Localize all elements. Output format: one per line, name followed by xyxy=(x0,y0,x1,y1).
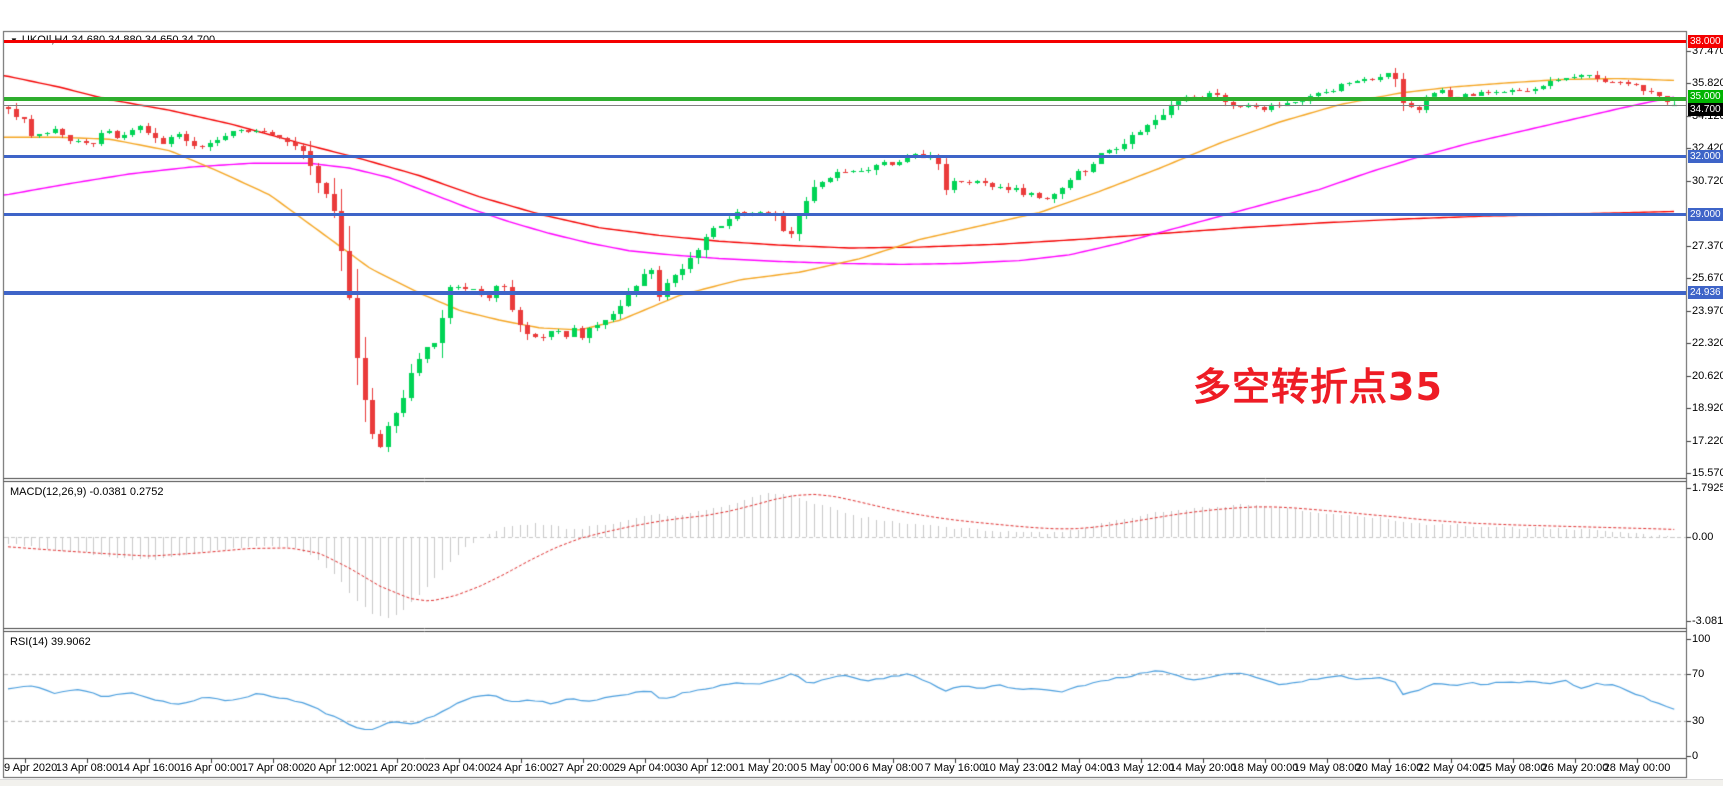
time-tick-1-May-20-00: 1 May 20:00 xyxy=(738,762,800,774)
current-price-badge: 34.700 xyxy=(1688,103,1723,116)
rsi-tick-0: 0 xyxy=(1692,750,1699,762)
horizontal-level-line-32.000[interactable] xyxy=(4,155,1686,158)
rsi-tick-30: 30 xyxy=(1692,715,1705,727)
price-tick-18.920: 18.920 xyxy=(1692,402,1723,414)
status-bar xyxy=(0,779,1723,786)
horizontal-level-line-35.000[interactable] xyxy=(4,97,1686,101)
price-level-badge-24.936: 24.936 xyxy=(1688,286,1723,299)
time-tick-19-May-08-00: 19 May 08:00 xyxy=(1293,762,1361,774)
macd-label: MACD(12,26,9) -0.0381 0.2752 xyxy=(10,486,164,498)
time-tick-27-Apr-20-00: 27 Apr 20:00 xyxy=(551,762,615,774)
time-tick-29-Apr-04-00: 29 Apr 04:00 xyxy=(613,762,677,774)
chart-annotation-text: 多空转折点35 xyxy=(1193,365,1443,409)
price-tick-37.470: 37.470 xyxy=(1692,45,1723,57)
time-tick-24-Apr-16-00: 24 Apr 16:00 xyxy=(489,762,553,774)
time-tick-23-Apr-04-00: 23 Apr 04:00 xyxy=(427,762,491,774)
time-tick-18-May-00-00: 18 May 00:00 xyxy=(1231,762,1299,774)
price-tick-17.220: 17.220 xyxy=(1692,435,1723,447)
time-tick-16-Apr-00-00: 16 Apr 00:00 xyxy=(179,762,243,774)
time-tick-25-May-08-00: 25 May 08:00 xyxy=(1479,762,1547,774)
price-tick-35.820: 35.820 xyxy=(1692,77,1723,89)
price-level-badge-32.000: 32.000 xyxy=(1688,150,1723,163)
price-level-badge-29.000: 29.000 xyxy=(1688,208,1723,221)
time-tick-22-May-04-00: 22 May 04:00 xyxy=(1417,762,1485,774)
price-tick-25.670: 25.670 xyxy=(1692,272,1723,284)
rsi-tick-100: 100 xyxy=(1692,633,1711,645)
horizontal-level-line-38.000[interactable] xyxy=(4,40,1686,43)
time-tick-6-May-08-00: 6 May 08:00 xyxy=(862,762,924,774)
time-tick-20-Apr-12-00: 20 Apr 12:00 xyxy=(303,762,367,774)
time-tick-9-Apr-2020: 9 Apr 2020 xyxy=(4,762,58,774)
rsi-tick-70: 70 xyxy=(1692,668,1705,680)
price-tick-22.320: 22.320 xyxy=(1692,337,1723,349)
time-tick-12-May-04-00: 12 May 04:00 xyxy=(1045,762,1113,774)
time-tick-26-May-20-00: 26 May 20:00 xyxy=(1541,762,1609,774)
macd-tick-1.7925: 1.7925 xyxy=(1692,482,1723,494)
price-tick-20.620: 20.620 xyxy=(1692,370,1723,382)
time-tick-13-May-12-00: 13 May 12:00 xyxy=(1107,762,1175,774)
rsi-label: RSI(14) 39.9062 xyxy=(10,636,91,648)
time-tick-17-Apr-08-00: 17 Apr 08:00 xyxy=(241,762,305,774)
time-tick-30-Apr-12-00: 30 Apr 12:00 xyxy=(675,762,739,774)
time-tick-7-May-16-00: 7 May 16:00 xyxy=(924,762,986,774)
price-tick-15.570: 15.570 xyxy=(1692,467,1723,479)
time-tick-14-May-20-00: 14 May 20:00 xyxy=(1169,762,1237,774)
price-tick-27.370: 27.370 xyxy=(1692,240,1723,252)
horizontal-level-line-29.000[interactable] xyxy=(4,213,1686,216)
macd-tick--3.0818: -3.0818 xyxy=(1692,615,1723,627)
time-tick-14-Apr-16-00: 14 Apr 16:00 xyxy=(117,762,181,774)
time-tick-5-May-00-00: 5 May 00:00 xyxy=(800,762,862,774)
time-tick-10-May-23-00: 10 May 23:00 xyxy=(983,762,1051,774)
horizontal-level-line-24.936[interactable] xyxy=(4,291,1686,295)
time-tick-21-Apr-20-00: 21 Apr 20:00 xyxy=(365,762,429,774)
time-tick-13-Apr-08-00: 13 Apr 08:00 xyxy=(55,762,119,774)
price-tick-30.720: 30.720 xyxy=(1692,175,1723,187)
price-tick-23.970: 23.970 xyxy=(1692,305,1723,317)
price-level-badge-38.000: 38.000 xyxy=(1688,35,1723,48)
current-price-line xyxy=(4,105,1686,106)
time-tick-28-May-00-00: 28 May 00:00 xyxy=(1603,762,1671,774)
time-tick-20-May-16-00: 20 May 16:00 xyxy=(1355,762,1423,774)
macd-tick-0.00: 0.00 xyxy=(1692,531,1714,543)
price-level-badge-35.000: 35.000 xyxy=(1688,90,1723,103)
